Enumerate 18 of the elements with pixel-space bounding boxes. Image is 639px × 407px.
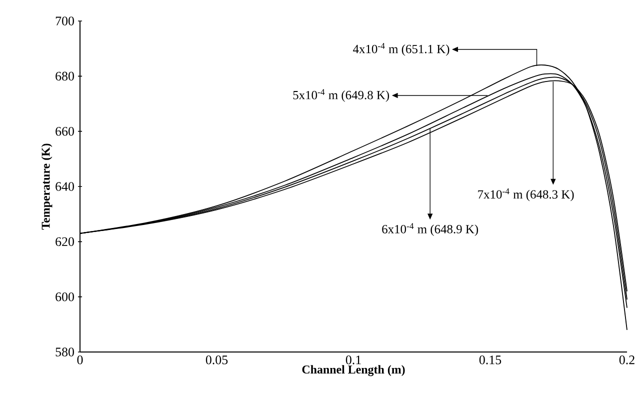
- annotation: 4x10$^{-4}$ m (651.1 K): [353, 43, 450, 56]
- x-tick-label: 0.1: [346, 356, 361, 364]
- y-tick-label: 660: [56, 126, 74, 136]
- annotation: 6x10$^{-4}$ m (648.9 K): [382, 223, 478, 236]
- annotation: 7x10$^{-4}$ m (648.3 K): [478, 188, 574, 202]
- x-axis-title: Channel Length (m): [302, 365, 405, 376]
- y-tick-label: 600: [56, 292, 74, 302]
- y-tick-label: 700: [56, 16, 74, 26]
- y-tick-label: 580: [56, 348, 74, 356]
- x-tick-label: 0.05: [206, 356, 228, 364]
- annotation: 5x10$^{-4}$ m (649.8 K): [293, 89, 390, 102]
- y-axis-title: Temperature (K): [41, 144, 52, 230]
- y-tick-label: 640: [56, 182, 74, 191]
- y-tick-label: 680: [56, 72, 74, 81]
- y-tick-label: 620: [56, 237, 74, 246]
- x-tick-label: 0.15: [479, 356, 502, 364]
- x-tick-label: 0: [77, 356, 83, 364]
- x-tick-label: 0.2: [619, 356, 634, 364]
